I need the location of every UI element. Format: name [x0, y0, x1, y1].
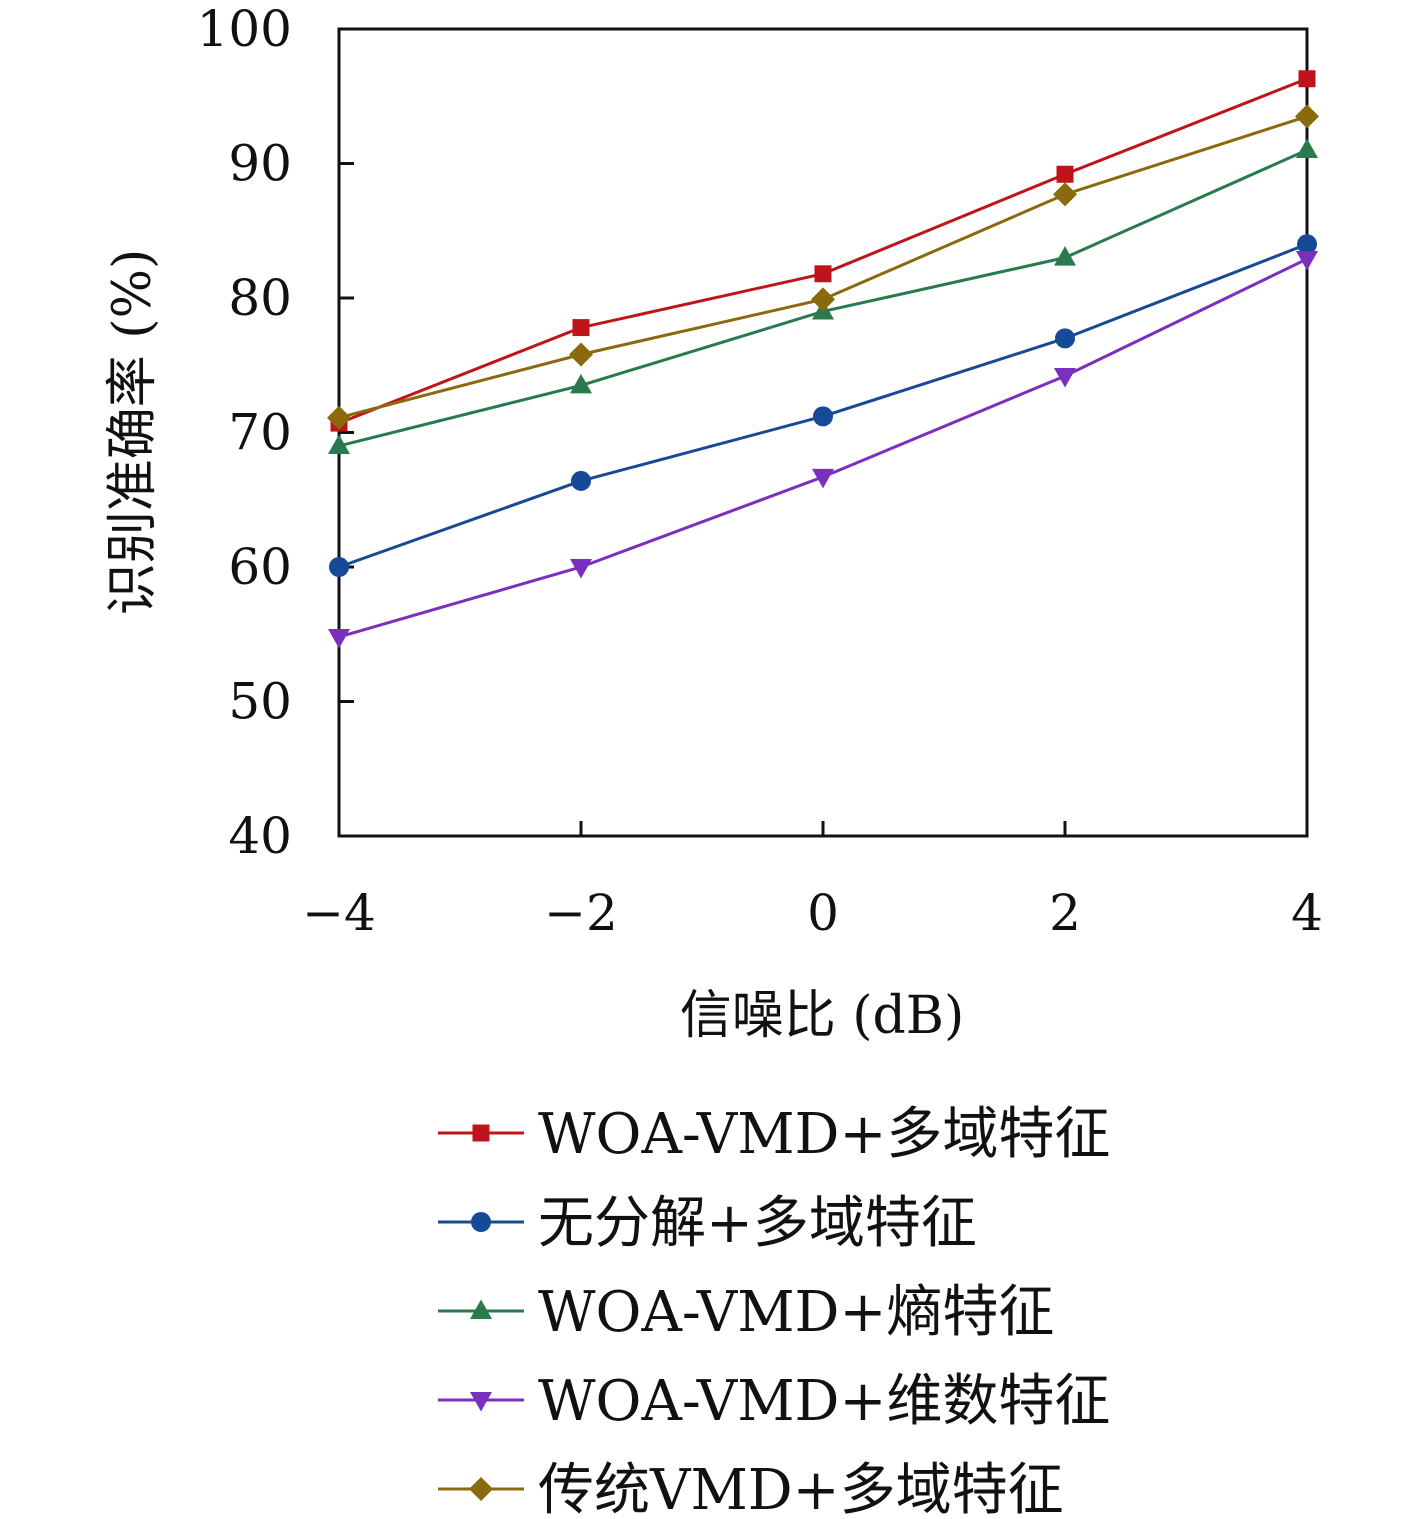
data-point: [570, 559, 592, 579]
x-tick-label: 4: [1291, 884, 1323, 942]
legend-label: 传统VMD+多域特征: [538, 1458, 1064, 1519]
axes: −4 −2 0 2 4 40 50 60 70 80 90 100: [197, 0, 1323, 942]
legend-label: WOA-VMD+多域特征: [538, 1102, 1110, 1167]
legend-label: WOA-VMD+维数特征: [538, 1369, 1110, 1434]
legend-marker: [469, 1477, 493, 1501]
data-point: [1053, 182, 1077, 207]
legend-label: WOA-VMD+熵特征: [538, 1280, 1054, 1345]
x-tick-label: −2: [544, 884, 618, 942]
data-point: [328, 434, 350, 454]
data-point: [1056, 165, 1074, 183]
y-tick-label: 90: [228, 135, 292, 193]
data-point: [571, 470, 591, 491]
data-point: [1297, 234, 1317, 255]
data-point: [1296, 138, 1318, 159]
series-1: [330, 70, 1316, 432]
data-point: [572, 319, 590, 337]
legend-label: 无分解+多域特征: [538, 1191, 977, 1256]
data-point: [811, 287, 835, 312]
data-point: [1296, 250, 1318, 271]
series-layer: [327, 70, 1319, 649]
data-point: [570, 373, 592, 394]
data-point: [1054, 246, 1076, 266]
legend-item: 传统VMD+多域特征: [438, 1458, 1064, 1519]
legend-item: WOA-VMD+熵特征: [438, 1280, 1054, 1345]
series-5: [327, 104, 1319, 430]
x-axis-title: 信噪比 (dB): [680, 986, 965, 1046]
legend-item: WOA-VMD+多域特征: [438, 1102, 1110, 1167]
series-2: [329, 234, 1317, 577]
data-point: [569, 342, 593, 367]
y-tick-label: 80: [228, 269, 292, 327]
data-point: [327, 405, 351, 430]
series-line: [338, 77, 1308, 425]
data-point: [1055, 328, 1075, 349]
data-point: [1298, 70, 1316, 88]
data-point: [813, 406, 833, 427]
data-point: [1295, 104, 1319, 129]
data-point: [812, 468, 834, 489]
y-tick-label: 60: [228, 538, 292, 596]
legend-item: 无分解+多域特征: [438, 1191, 977, 1256]
legend-marker: [472, 1124, 490, 1142]
legend-marker: [471, 1212, 491, 1232]
data-point: [328, 628, 350, 649]
series-4: [328, 250, 1318, 649]
y-axis-title: 识别准确率 (%): [103, 249, 163, 616]
y-tick-label: 70: [228, 404, 292, 462]
series-3: [328, 138, 1318, 454]
x-tick-label: 0: [807, 884, 839, 942]
y-tick-label: 40: [228, 807, 292, 865]
data-point: [814, 265, 832, 283]
y-tick-label: 100: [197, 0, 292, 58]
legend-item: WOA-VMD+维数特征: [438, 1369, 1110, 1434]
data-point: [329, 557, 349, 577]
y-tick-label: 50: [228, 673, 292, 731]
x-tick-label: −4: [302, 884, 376, 942]
legend-marker: [470, 1299, 492, 1319]
legend-marker: [470, 1392, 492, 1412]
plot-frame: [337, 27, 1309, 838]
data-point: [1054, 368, 1076, 388]
x-tick-label: 2: [1049, 884, 1081, 942]
